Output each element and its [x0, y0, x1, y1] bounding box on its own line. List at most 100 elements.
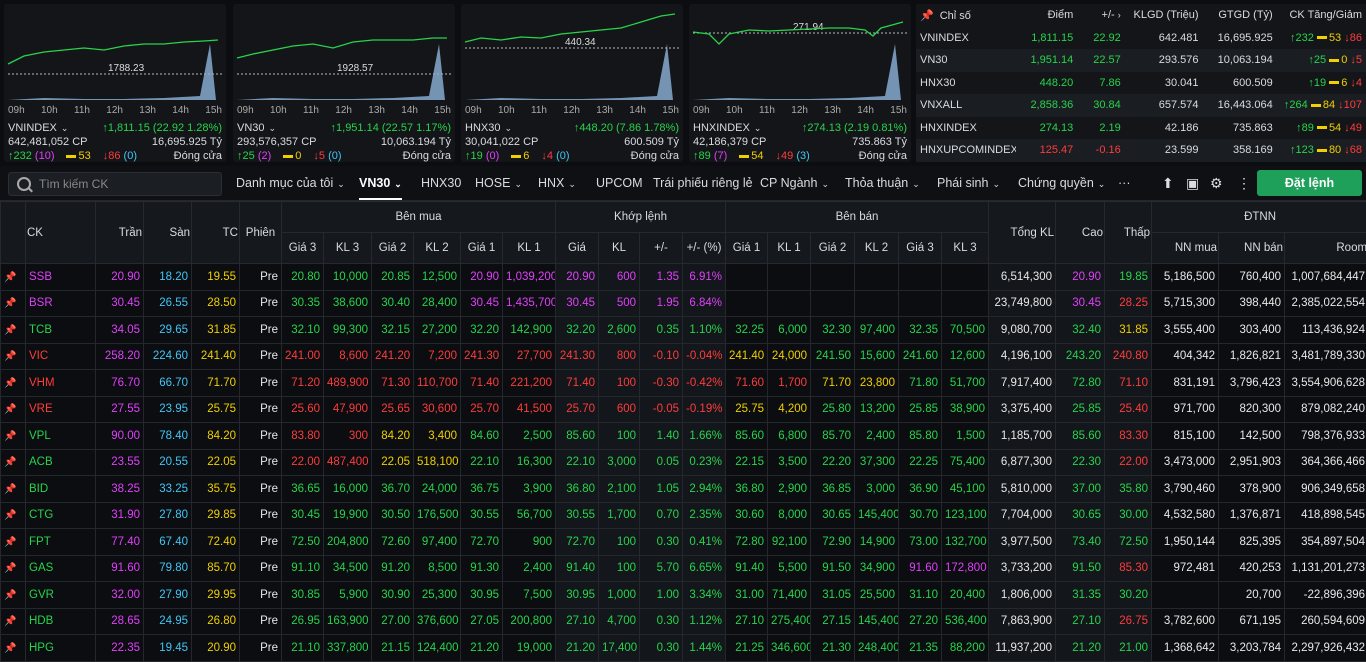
cell-symbol[interactable]: VHM	[26, 370, 96, 397]
tab-tr-i-phi-u-ri-ng-l-[interactable]: Trái phiếu riêng lẻ	[653, 166, 753, 200]
summary-index-name[interactable]: VN30	[916, 49, 1016, 72]
cell-symbol[interactable]: ACB	[26, 449, 96, 476]
pin-cell[interactable]: 📌	[1, 608, 26, 635]
col-ceiling[interactable]: Trần	[96, 202, 144, 264]
pin-cell[interactable]: 📌	[1, 317, 26, 344]
pin-cell[interactable]: 📌	[1, 449, 26, 476]
tab--[interactable]: ···	[1118, 166, 1131, 200]
cell-symbol[interactable]: SSB	[26, 264, 96, 291]
summary-index-name[interactable]: HNXUPCOMINDEX	[916, 139, 1016, 162]
cell-symbol[interactable]: GAS	[26, 555, 96, 582]
cell-symbol[interactable]: TCB	[26, 317, 96, 344]
tab-danh-m-c-c-a-t-i[interactable]: Danh mục của tôi⌄	[236, 166, 345, 200]
summary-index-name[interactable]: VNINDEX	[916, 27, 1016, 50]
col-buy-price-2[interactable]: Giá 2	[372, 233, 414, 264]
col-buy-price-1[interactable]: Giá 1	[461, 233, 503, 264]
tab-cp-ng-nh[interactable]: CP Ngành⌄	[760, 166, 829, 200]
pin-icon[interactable]: 📌	[4, 590, 16, 601]
pin-cell[interactable]: 📌	[1, 396, 26, 423]
pin-cell[interactable]: 📌	[1, 264, 26, 291]
tab-ch-ng-quy-n[interactable]: Chứng quyền⌄	[1018, 166, 1105, 200]
pin-cell[interactable]: 📌	[1, 370, 26, 397]
col-symbol[interactable]: CK	[26, 202, 96, 264]
chevron-down-icon[interactable]: ⌄	[754, 123, 762, 134]
pin-icon[interactable]: 📌	[4, 616, 16, 627]
search-input[interactable]: Tìm kiếm CK	[39, 177, 108, 191]
index-name[interactable]: HNX30	[465, 122, 500, 134]
gear-icon[interactable]: ⚙	[1210, 175, 1223, 192]
col-match-change[interactable]: +/-	[640, 233, 683, 264]
col-match-vol[interactable]: KL	[599, 233, 640, 264]
col-foreign-buy[interactable]: NN mua	[1152, 233, 1219, 264]
pin-icon[interactable]: 📌	[4, 510, 16, 521]
col-match-pct[interactable]: +/- (%)	[683, 233, 726, 264]
col-room[interactable]: Room	[1285, 233, 1366, 264]
tab-ph-i-sinh[interactable]: Phái sinh⌄	[937, 166, 1000, 200]
tab-hnx30[interactable]: HNX30	[421, 166, 461, 200]
pin-cell[interactable]: 📌	[1, 423, 26, 450]
pin-cell[interactable]: 📌	[1, 476, 26, 503]
pin-icon[interactable]: 📌	[4, 325, 16, 336]
cell-symbol[interactable]: CTG	[26, 502, 96, 529]
col-session[interactable]: Phiên	[240, 202, 282, 264]
search-box[interactable]: Tìm kiếm CK	[8, 172, 222, 196]
pin-cell[interactable]: 📌	[1, 343, 26, 370]
tab-vn30[interactable]: VN30⌄	[359, 166, 402, 200]
arrow-up-icon[interactable]: ⬆	[1162, 175, 1174, 192]
cell-symbol[interactable]: BID	[26, 476, 96, 503]
col-high[interactable]: Cao	[1056, 202, 1105, 264]
cell-symbol[interactable]: HPG	[26, 635, 96, 662]
col-match-price[interactable]: Giá	[556, 233, 599, 264]
col-foreign-sell[interactable]: NN bán	[1219, 233, 1285, 264]
tab-hnx[interactable]: HNX⌄	[538, 166, 576, 200]
pin-cell[interactable]: 📌	[1, 529, 26, 556]
excel-icon[interactable]: ▣	[1186, 175, 1199, 192]
col-sell-vol-1[interactable]: KL 1	[768, 233, 811, 264]
cell-symbol[interactable]: GVR	[26, 582, 96, 609]
chevron-down-icon[interactable]: ⌄	[269, 123, 277, 134]
summary-index-name[interactable]: VNXALL	[916, 94, 1016, 117]
pin-cell[interactable]: 📌	[1, 502, 26, 529]
pin-cell[interactable]: 📌	[1, 635, 26, 662]
pin-icon[interactable]: 📌	[4, 378, 16, 389]
col-low[interactable]: Thấp	[1105, 202, 1152, 264]
col-buy-vol-1[interactable]: KL 1	[503, 233, 556, 264]
pin-cell[interactable]: 📌	[1, 555, 26, 582]
col-floor[interactable]: Sàn	[144, 202, 192, 264]
cell-symbol[interactable]: VIC	[26, 343, 96, 370]
index-name[interactable]: VNINDEX	[8, 122, 57, 134]
col-sell-price-3[interactable]: Giá 3	[899, 233, 942, 264]
pin-icon[interactable]: 📌	[4, 272, 16, 283]
pin-icon[interactable]: 📌	[4, 431, 16, 442]
col-buy-price-3[interactable]: Giá 3	[282, 233, 324, 264]
chevron-down-icon[interactable]: ⌄	[61, 123, 69, 134]
summary-index-name[interactable]: HNX30	[916, 72, 1016, 95]
cell-symbol[interactable]: VRE	[26, 396, 96, 423]
tab-hose[interactable]: HOSE⌄	[475, 166, 522, 200]
cell-symbol[interactable]: VPL	[26, 423, 96, 450]
index-name[interactable]: VN30	[237, 122, 265, 134]
col-sell-price-1[interactable]: Giá 1	[726, 233, 768, 264]
